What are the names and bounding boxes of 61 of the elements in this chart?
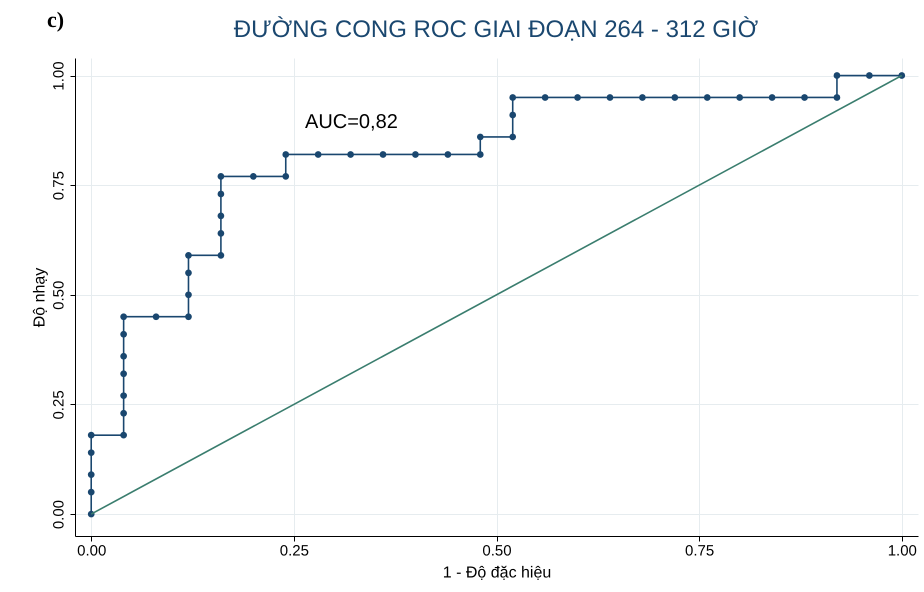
point xyxy=(639,94,646,101)
x-tick-label: 0.50 xyxy=(482,542,512,560)
x-tick-label: 0.25 xyxy=(280,542,309,560)
point xyxy=(218,190,224,198)
x-tick-label: 0.75 xyxy=(685,542,714,560)
point xyxy=(412,151,419,158)
point xyxy=(120,370,127,378)
y-tick-label: 0.50 xyxy=(50,280,68,310)
y-tick-label: 1.00 xyxy=(50,61,68,91)
x-axis-title: 1 - Độ đặc hiệu xyxy=(442,564,552,582)
point xyxy=(834,94,840,101)
point xyxy=(120,432,127,438)
point xyxy=(347,151,354,158)
point xyxy=(120,352,127,360)
point xyxy=(574,94,581,101)
point xyxy=(801,94,808,101)
point xyxy=(704,94,711,101)
y-tick-label: 0.75 xyxy=(50,171,68,200)
point xyxy=(88,449,95,456)
point xyxy=(120,392,127,400)
point xyxy=(88,488,95,496)
point xyxy=(218,230,224,237)
point xyxy=(120,313,127,320)
text: c) xyxy=(47,7,64,32)
point xyxy=(88,471,95,478)
y-tick-label: 0.25 xyxy=(50,390,68,420)
point xyxy=(88,432,95,438)
point xyxy=(542,94,548,101)
point xyxy=(218,212,224,220)
x-tick-label: 0.00 xyxy=(77,542,106,560)
point xyxy=(509,134,516,140)
annotation: AUC=0,82 xyxy=(305,111,398,133)
point xyxy=(476,151,484,158)
point xyxy=(314,151,322,158)
point xyxy=(218,252,224,259)
point xyxy=(185,252,192,259)
point xyxy=(509,94,516,101)
point xyxy=(218,173,224,180)
point xyxy=(606,94,614,101)
point xyxy=(250,173,257,180)
point xyxy=(120,410,127,417)
point xyxy=(834,72,840,79)
point xyxy=(736,94,744,101)
point xyxy=(282,173,290,180)
y-axis-title: Độ nhạy xyxy=(32,268,48,328)
chart-title: ĐƯỜNG CONG ROC GIAI ĐOẠN 264 - 312 GIỜ xyxy=(234,16,759,43)
point xyxy=(185,270,192,276)
point xyxy=(120,330,127,338)
point xyxy=(185,313,192,320)
point xyxy=(444,151,452,158)
point xyxy=(671,94,678,101)
point xyxy=(380,151,386,158)
point xyxy=(282,151,290,158)
point xyxy=(866,72,873,79)
point xyxy=(768,94,776,101)
point xyxy=(476,134,484,140)
y-tick-label: 0.00 xyxy=(50,500,68,530)
x-tick-label: 1.00 xyxy=(888,542,917,560)
point xyxy=(152,313,160,320)
point xyxy=(509,112,516,118)
point xyxy=(185,291,192,298)
